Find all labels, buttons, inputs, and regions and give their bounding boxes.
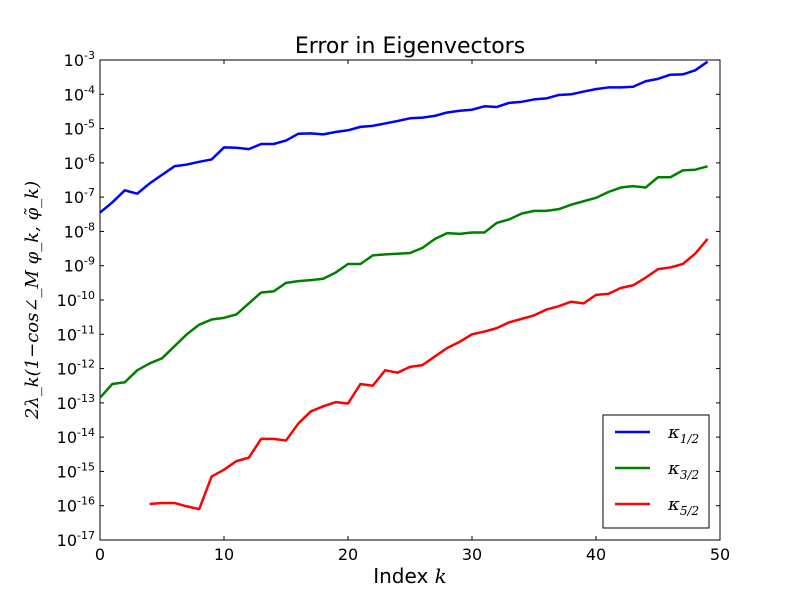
legend-label-symbol: κ: [667, 422, 680, 443]
x-tick-label: 10: [214, 545, 234, 564]
x-tick-label: 20: [338, 545, 358, 564]
legend-label-symbol: κ: [667, 494, 680, 515]
y-tick-base: 10: [64, 222, 84, 241]
y-tick-base: 10: [64, 257, 84, 276]
x-axis-ticks: 0 10 20 30 40 50: [95, 60, 730, 564]
legend-frame: [602, 414, 710, 529]
y-tick-base: 10: [64, 85, 84, 104]
y-tick-label: 10-15: [57, 460, 95, 481]
y-tick-exponent: -3: [84, 49, 95, 62]
y-tick-exponent: -12: [77, 358, 95, 371]
y-tick-base: 10: [57, 360, 77, 379]
legend-label-3: κ5/2: [667, 494, 699, 518]
x-tick-label: 0: [95, 545, 105, 564]
legend-label-subscript: 1/2: [680, 432, 699, 446]
y-tick-base: 10: [57, 531, 77, 550]
x-axis-label: Index k: [373, 564, 447, 588]
legend: κ1/2κ3/2κ5/2: [602, 414, 710, 529]
y-tick-exponent: -13: [77, 392, 95, 405]
legend-label-1: κ1/2: [667, 422, 699, 446]
series-line-3: [149, 238, 709, 511]
x-tick-label: 40: [586, 545, 606, 564]
y-tick-base: 10: [57, 394, 77, 413]
y-tick-label: 10-12: [57, 358, 95, 379]
y-tick-label: 10-16: [57, 495, 95, 516]
y-tick-label: 10-10: [57, 289, 95, 310]
y-tick-exponent: -15: [77, 460, 95, 473]
series-layer: [99, 60, 709, 511]
y-tick-exponent: -9: [84, 255, 95, 268]
y-tick-base: 10: [64, 51, 84, 70]
y-tick-exponent: -17: [77, 529, 95, 542]
y-tick-label: 10-17: [57, 529, 95, 550]
y-tick-exponent: -11: [77, 323, 95, 336]
y-tick-label: 10-14: [57, 426, 95, 447]
y-axis-label: 2λ_k(1−cos∠_M φ_k, φ̃_k): [22, 181, 43, 420]
y-tick-exponent: -7: [84, 186, 95, 199]
y-tick-label: 10-3: [64, 49, 95, 70]
y-tick-exponent: -5: [84, 118, 95, 131]
x-tick-label: 30: [462, 545, 482, 564]
legend-label-subscript: 3/2: [680, 468, 699, 482]
x-axis-label-math: k: [435, 564, 447, 588]
y-tick-label: 10-9: [64, 255, 95, 276]
y-tick-base: 10: [57, 428, 77, 447]
y-axis-ticks: 10-1710-1610-1510-1410-1310-1210-1110-10…: [57, 49, 720, 550]
y-tick-base: 10: [57, 325, 77, 344]
y-tick-exponent: -4: [84, 83, 95, 96]
legend-label-symbol: κ: [667, 458, 680, 479]
y-tick-base: 10: [64, 120, 84, 139]
y-tick-exponent: -14: [77, 426, 95, 439]
y-tick-base: 10: [57, 462, 77, 481]
x-axis-label-text: Index: [373, 564, 428, 588]
y-tick-base: 10: [57, 497, 77, 516]
x-tick-label: 50: [710, 545, 730, 564]
y-tick-exponent: -16: [77, 495, 95, 508]
legend-label-2: κ3/2: [667, 458, 699, 482]
y-tick-label: 10-7: [64, 186, 95, 207]
y-tick-base: 10: [64, 154, 84, 173]
series-line-1: [99, 60, 709, 214]
y-tick-label: 10-8: [64, 220, 95, 241]
legend-label-subscript: 5/2: [680, 504, 699, 518]
y-tick-label: 10-11: [57, 323, 95, 344]
y-tick-exponent: -10: [77, 289, 95, 302]
y-tick-exponent: -8: [84, 220, 95, 233]
series-line-2: [99, 165, 708, 399]
y-tick-base: 10: [57, 291, 77, 310]
y-tick-label: 10-6: [64, 152, 95, 173]
y-tick-base: 10: [64, 188, 84, 207]
y-tick-label: 10-13: [57, 392, 95, 413]
y-tick-label: 10-4: [64, 83, 95, 104]
y-tick-label: 10-5: [64, 118, 95, 139]
chart-title: Error in Eigenvectors: [295, 34, 525, 59]
y-tick-exponent: -6: [84, 152, 95, 165]
